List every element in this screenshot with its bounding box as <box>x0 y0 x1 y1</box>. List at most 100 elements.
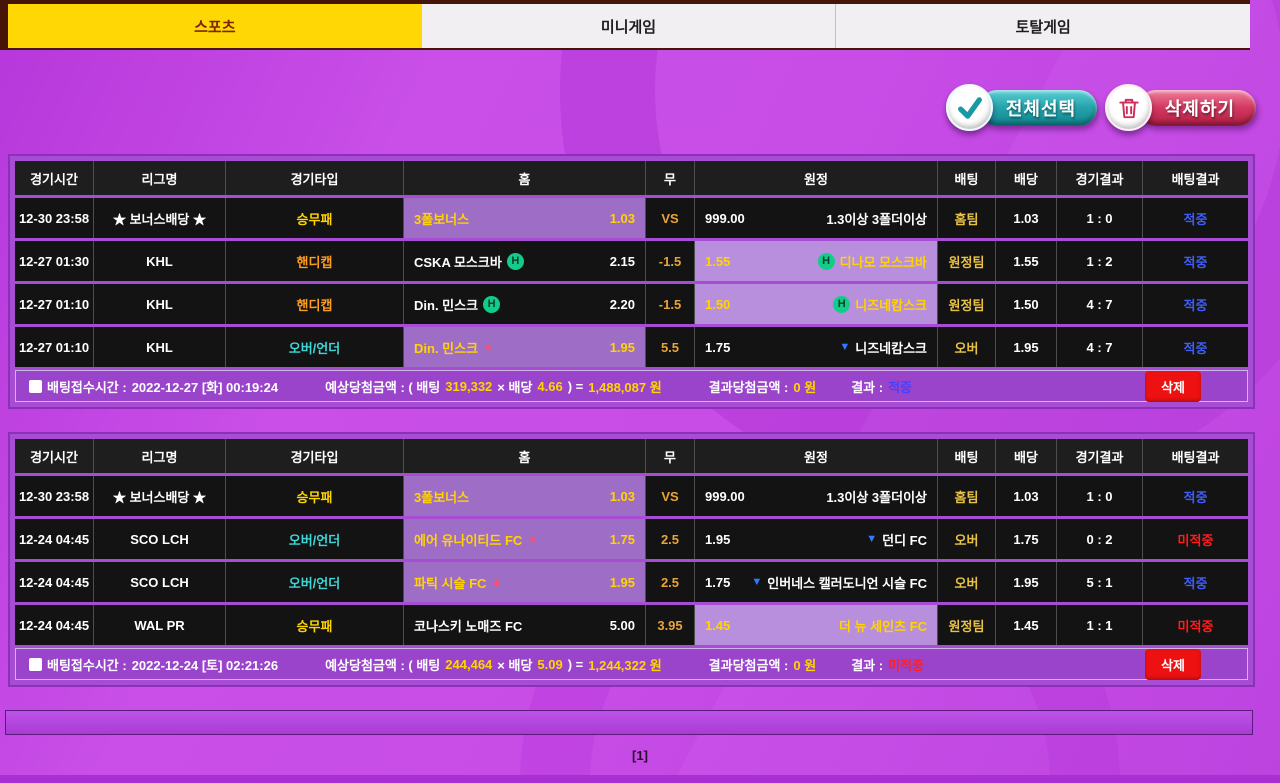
bottom-strip <box>0 775 1280 783</box>
away-arrow-icon: ▼ <box>866 533 878 545</box>
bet-odds: 1.45 <box>996 605 1057 645</box>
match-time: 12-24 04:45 <box>15 605 94 645</box>
bet-pick: 원정팀 <box>938 284 996 324</box>
away-arrow-icon: ▼ <box>839 341 851 353</box>
bet-type: 핸디캡 <box>226 284 404 324</box>
column-header: 배팅결과 <box>1171 449 1220 465</box>
away-team: H 니즈네캄스크 <box>828 295 927 314</box>
away-cell: 1.45 더 뉴 세인츠 FC <box>695 605 938 645</box>
bet-result: 적중 <box>1183 297 1208 313</box>
home-odds: 5.00 <box>609 617 635 633</box>
trash-icon <box>1105 84 1152 131</box>
delete-slip-button[interactable]: 삭제 <box>1145 648 1201 680</box>
home-team: 코나스키 노매즈 FC <box>414 618 523 634</box>
away-cell: 1.75 ▼ 인버네스 캘러도니언 시슬 FC <box>695 562 938 602</box>
expected-prefix: 예상당첨금액 : ( 배팅 <box>325 657 441 673</box>
footer-result-value: 미적중 <box>888 657 924 673</box>
total-odds: 4.66 <box>537 378 563 394</box>
match-score: 1 : 2 <box>1057 241 1143 281</box>
match-score: 1 : 0 <box>1057 198 1143 238</box>
away-odds: 999.00 <box>705 488 745 504</box>
home-arrow-icon: ▲ <box>527 533 539 545</box>
home-odds: 2.15 <box>609 253 635 269</box>
slip-footer: 배팅접수시간 : 2022-12-27 [화] 00:19:24 예상당첨금액 … <box>15 370 1248 402</box>
table-body: 12-30 23:58 ★ 보너스배당 ★ 승무패 3폴보너스 1.03 VS … <box>15 198 1248 367</box>
bet-pick: 원정팀 <box>938 241 996 281</box>
check-icon <box>946 84 993 131</box>
bet-odds: 1.03 <box>996 198 1057 238</box>
home-team: 파틱 시슬 FC ▲ <box>414 575 503 591</box>
match-score: 1 : 1 <box>1057 605 1143 645</box>
tab-minigame[interactable]: 미니게임 <box>421 4 836 48</box>
bet-result: 적중 <box>1183 254 1208 270</box>
bet-type: 오버/언더 <box>226 327 404 367</box>
slip-checkbox[interactable] <box>29 657 42 671</box>
away-team: ▼ 니즈네캄스크 <box>839 340 927 356</box>
result-label: 결과 : <box>851 657 884 673</box>
away-odds: 1.50 <box>705 296 731 312</box>
slip-checkbox[interactable] <box>29 379 42 393</box>
slip-footer: 배팅접수시간 : 2022-12-24 [토] 02:21:26 예상당첨금액 … <box>15 648 1248 680</box>
match-score: 4 : 7 <box>1057 284 1143 324</box>
column-header: 배당 <box>996 439 1057 473</box>
league-name: ★ 보너스배당 ★ <box>94 198 226 238</box>
away-odds: 1.95 <box>705 531 731 547</box>
column-header: 리그명 <box>94 439 226 473</box>
home-team: 에어 유나이티드 FC ▲ <box>414 532 539 548</box>
away-team: H 디나모 모스크바 <box>813 252 927 271</box>
home-cell: 3폴보너스 1.03 <box>404 198 646 238</box>
bet-type: 승무패 <box>226 198 404 238</box>
column-header: 경기결과 <box>1057 161 1143 195</box>
bet-odds: 1.95 <box>996 562 1057 602</box>
footer-result-value: 적중 <box>888 379 912 395</box>
draw-cell: 3.95 <box>646 605 695 645</box>
away-cell: 1.95 ▼ 던디 FC <box>695 519 938 559</box>
draw-cell: -1.5 <box>646 241 695 281</box>
home-cell: Din. 민스크 ▲ 1.95 <box>404 327 646 367</box>
home-handicap-icon: H <box>483 295 501 313</box>
bet-row: 12-24 04:45 SCO LCH 오버/언더 에어 유나이티드 FC ▲ … <box>15 519 1248 559</box>
column-header: 원정 <box>695 439 938 473</box>
league-name: KHL <box>94 284 226 324</box>
draw-cell: 2.5 <box>646 519 695 559</box>
delete-slip-button[interactable]: 삭제 <box>1145 370 1201 402</box>
result-amount-label: 결과당첨금액 : <box>708 657 789 673</box>
bet-result: 적중 <box>1183 340 1208 356</box>
tab-totalgame[interactable]: 토탈게임 <box>835 4 1251 48</box>
away-odds: 1.45 <box>705 617 731 633</box>
bet-pick: 원정팀 <box>938 605 996 645</box>
table-header-row: 경기시간 리그명 경기타입 홈 무 원정 배팅 배당 경기결과 배팅결과 <box>15 161 1248 195</box>
away-cell: 1.50 H 니즈네캄스크 <box>695 284 938 324</box>
league-name: KHL <box>94 241 226 281</box>
select-all-button[interactable]: 전체선택 <box>946 84 1097 131</box>
page-number[interactable]: [1] <box>632 748 648 763</box>
delete-all-button[interactable]: 삭제하기 <box>1105 84 1256 131</box>
result-amount-label: 결과당첨금액 : <box>708 379 789 395</box>
bet-type: 승무패 <box>226 476 404 516</box>
away-team: 더 뉴 세인츠 FC <box>839 618 927 634</box>
home-cell: 파틱 시슬 FC ▲ 1.95 <box>404 562 646 602</box>
away-cell: 1.55 H 디나모 모스크바 <box>695 241 938 281</box>
draw-cell: VS <box>646 476 695 516</box>
bet-odds: 1.95 <box>996 327 1057 367</box>
away-arrow-icon: ▼ <box>751 576 763 588</box>
tab-sports[interactable]: 스포츠 <box>8 4 422 48</box>
match-time: 12-27 01:10 <box>15 284 94 324</box>
bet-row: 12-30 23:58 ★ 보너스배당 ★ 승무패 3폴보너스 1.03 VS … <box>15 476 1248 516</box>
bet-row: 12-27 01:10 KHL 핸디캡 Din. 민스크 H 2.20 -1.5… <box>15 284 1248 324</box>
home-arrow-icon: ▲ <box>483 341 494 353</box>
bet-odds: 1.03 <box>996 476 1057 516</box>
home-odds: 1.75 <box>609 531 635 547</box>
bet-type: 오버/언더 <box>226 519 404 559</box>
times-label: × 배당 <box>497 379 533 395</box>
result-amount: 0 원 <box>793 657 817 673</box>
home-cell: 에어 유나이티드 FC ▲ 1.75 <box>404 519 646 559</box>
expected-amount: 1,244,322 원 <box>588 657 662 673</box>
league-name: WAL PR <box>94 605 226 645</box>
equals-label: ) = <box>567 656 584 672</box>
receipt-time-value: 2022-12-27 [화] 00:19:24 <box>131 379 279 395</box>
bet-result: 미적중 <box>1177 532 1214 548</box>
bet-pick: 홈팀 <box>938 198 996 238</box>
bet-result: 미적중 <box>1177 618 1214 634</box>
bet-type: 핸디캡 <box>226 241 404 281</box>
